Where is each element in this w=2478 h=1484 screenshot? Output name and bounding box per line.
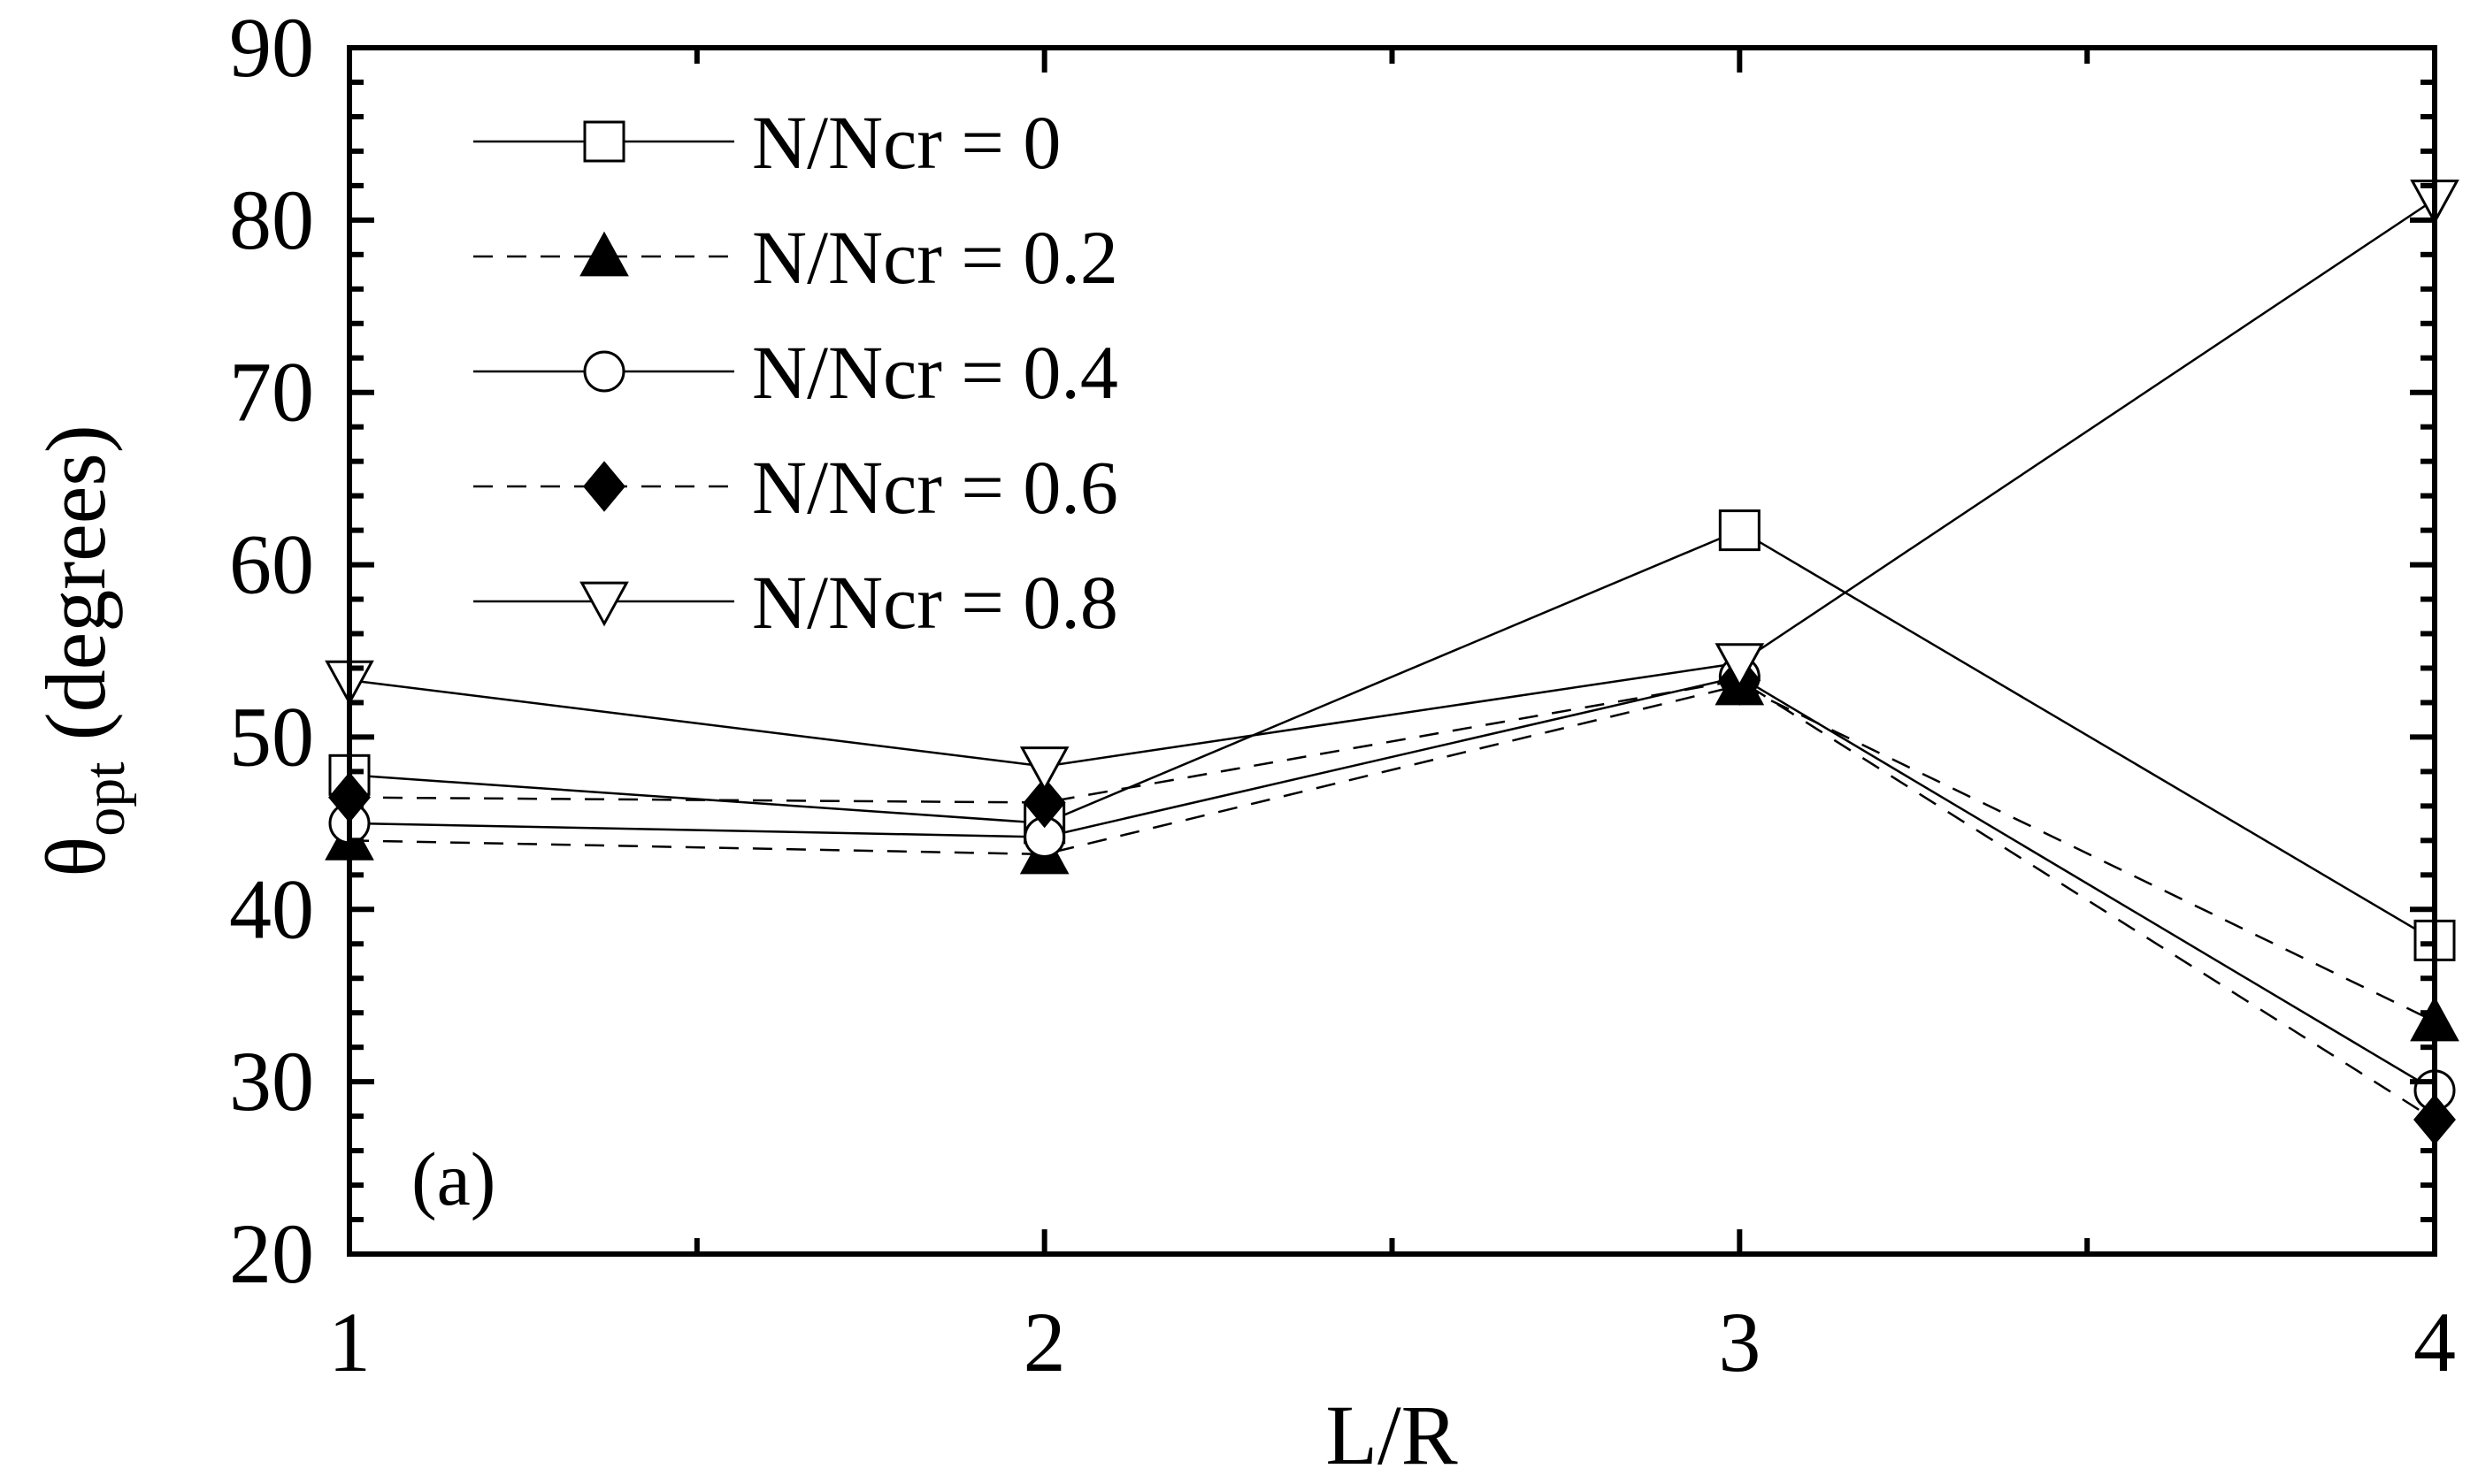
series-line-1 <box>349 684 2436 1023</box>
legend-label-0: N/Ncr = 0 <box>752 100 1061 185</box>
x-tick-label: 1 <box>328 1295 371 1389</box>
legend-label-4: N/Ncr = 0.8 <box>752 560 1118 645</box>
series-3-marker-1 <box>1023 776 1066 829</box>
y-tick-label: 60 <box>229 517 314 612</box>
series-lines <box>349 198 2436 1121</box>
series-line-4 <box>349 198 2436 768</box>
y-axis-label: θopt (degrees) <box>28 425 137 876</box>
series-markers <box>325 180 2459 1145</box>
legend-marker-1 <box>579 231 629 277</box>
legend-marker-0 <box>583 120 625 163</box>
series-line-2 <box>349 675 2436 1091</box>
legend-marker-4 <box>579 581 629 627</box>
y-tick-label: 80 <box>229 172 314 267</box>
x-axis-label: L/R <box>1325 1388 1457 1482</box>
y-tick-label: 90 <box>229 0 314 95</box>
series-0-marker-2 <box>1718 509 1761 552</box>
legend: N/Ncr = 0 N/Ncr = 0.2 N/Ncr = 0.4 N/Ncr = 0… <box>473 100 1118 645</box>
axis-ticks <box>347 45 2437 1257</box>
y-tick-label: 70 <box>229 345 314 440</box>
x-tick-label: 2 <box>1024 1295 1066 1389</box>
y-axis-label-subscript: opt <box>73 761 137 836</box>
y-tick-label: 40 <box>229 861 314 956</box>
y-tick-label: 20 <box>229 1206 314 1301</box>
x-tick-label: 4 <box>2413 1295 2456 1389</box>
panel-label: (a) <box>411 1136 495 1221</box>
y-axis-label-units: (degrees) <box>28 425 123 740</box>
series-line-3 <box>349 678 2436 1121</box>
legend-marker-2 <box>583 350 625 393</box>
x-tick-label: 3 <box>1718 1295 1761 1389</box>
legend-marker-3 <box>583 461 625 512</box>
series-4-marker-2 <box>1715 643 1765 689</box>
y-axis-label-symbol: θ <box>28 837 123 877</box>
plot-frame <box>347 45 2437 1257</box>
legend-label-3: N/Ncr = 0.6 <box>752 445 1118 530</box>
y-tick-label: 50 <box>229 689 314 784</box>
legend-label-2: N/Ncr = 0.4 <box>752 330 1118 415</box>
series-4-marker-1 <box>1019 746 1070 792</box>
axis-tick-labels: 1 2 3 4 20 30 40 50 60 70 80 90 <box>229 0 2456 1389</box>
y-tick-label: 30 <box>229 1034 314 1128</box>
series-line-0 <box>349 529 2436 942</box>
legend-label-1: N/Ncr = 0.2 <box>752 215 1118 300</box>
